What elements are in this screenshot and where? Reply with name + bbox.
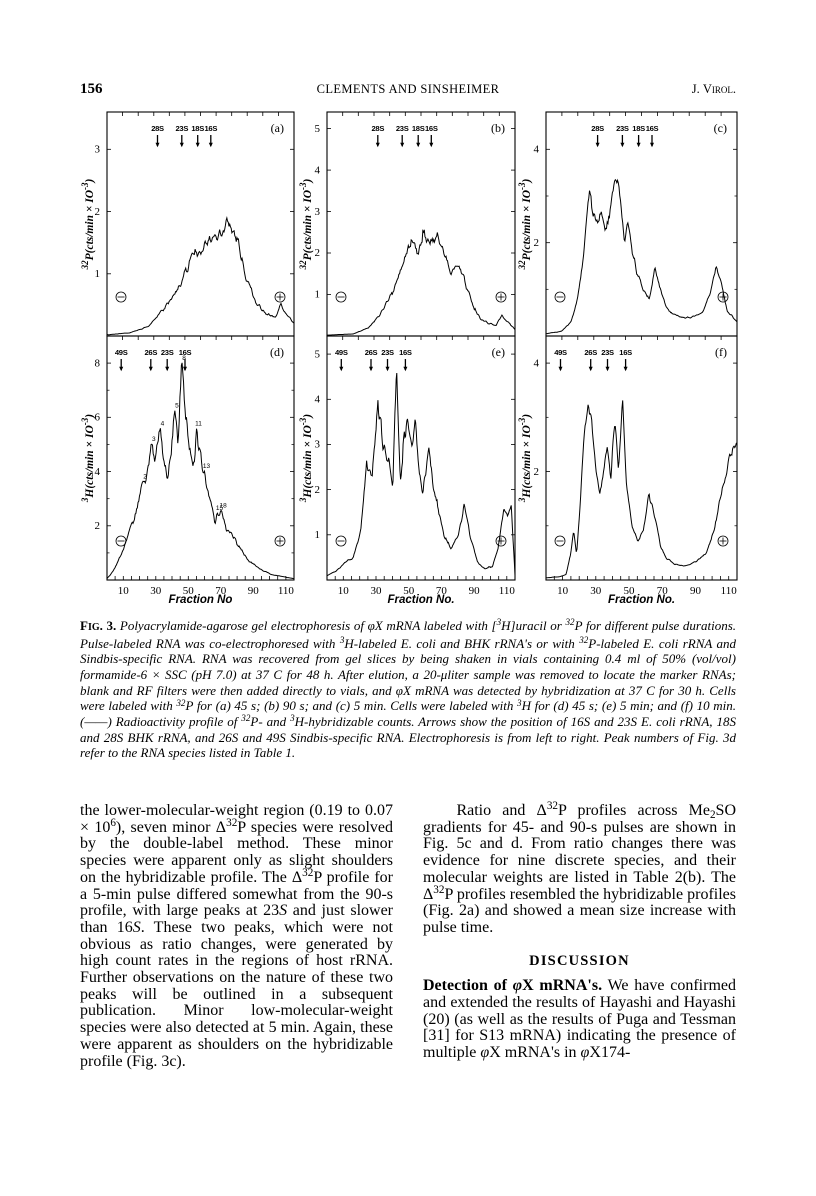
svg-text:16S: 16S	[204, 124, 217, 133]
svg-text:28S: 28S	[371, 124, 384, 133]
svg-text:5: 5	[175, 403, 179, 410]
svg-text:28S: 28S	[151, 124, 164, 133]
svg-text:18S: 18S	[412, 124, 425, 133]
svg-text:26S: 26S	[365, 348, 378, 357]
svg-text:(a): (a)	[271, 121, 284, 135]
svg-text:32P(cts/min × IO-3): 32P(cts/min × IO-3)	[80, 178, 96, 270]
svg-text:23S: 23S	[396, 124, 409, 133]
svg-text:32P(cts/min × IO-3): 32P(cts/min × IO-3)	[298, 178, 314, 270]
svg-text:4: 4	[161, 420, 165, 427]
svg-text:5: 5	[315, 348, 321, 360]
svg-text:23S: 23S	[161, 348, 174, 357]
svg-text:(d): (d)	[270, 345, 284, 359]
svg-text:23S: 23S	[175, 124, 188, 133]
svg-text:23S: 23S	[601, 348, 614, 357]
svg-text:3H(cts/min × IO-3): 3H(cts/min × IO-3)	[517, 414, 533, 503]
svg-text:49S: 49S	[115, 348, 128, 357]
svg-text:49S: 49S	[554, 348, 567, 357]
svg-text:2: 2	[143, 473, 147, 480]
svg-text:16S: 16S	[619, 348, 632, 357]
svg-text:3: 3	[152, 436, 156, 443]
svg-text:(e): (e)	[492, 345, 505, 359]
svg-text:(f): (f)	[715, 345, 727, 359]
svg-text:49S: 49S	[335, 348, 348, 357]
svg-text:16S: 16S	[399, 348, 412, 357]
svg-text:26S: 26S	[584, 348, 597, 357]
svg-text:16S: 16S	[179, 348, 192, 357]
svg-text:28S: 28S	[591, 124, 604, 133]
svg-text:18S: 18S	[191, 124, 204, 133]
svg-text:(c): (c)	[714, 121, 727, 135]
svg-text:13: 13	[203, 463, 211, 470]
svg-text:16S: 16S	[646, 124, 659, 133]
svg-text:5: 5	[315, 123, 321, 135]
svg-text:16S: 16S	[425, 124, 438, 133]
svg-text:18: 18	[219, 502, 227, 509]
svg-text:3H(cts/min × IO-3): 3H(cts/min × IO-3)	[80, 414, 96, 503]
svg-text:32P(cts/min × IO-3): 32P(cts/min × IO-3)	[517, 178, 533, 270]
svg-text:11: 11	[195, 421, 202, 428]
svg-text:(b): (b)	[491, 121, 505, 135]
svg-text:3H(cts/min × IO-3): 3H(cts/min × IO-3)	[298, 414, 314, 503]
svg-text:23S: 23S	[381, 348, 394, 357]
svg-text:23S: 23S	[616, 124, 629, 133]
svg-text:26S: 26S	[144, 348, 157, 357]
svg-text:18S: 18S	[632, 124, 645, 133]
